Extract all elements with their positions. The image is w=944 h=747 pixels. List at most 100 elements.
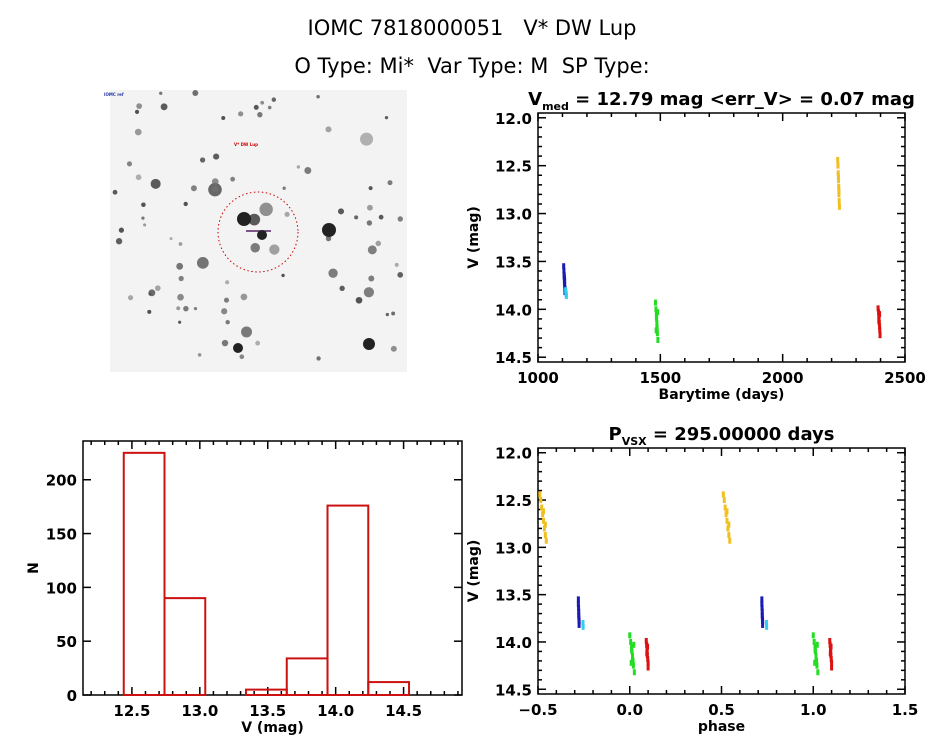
data-point xyxy=(765,623,769,630)
data-point xyxy=(828,638,832,645)
star-icon xyxy=(196,256,209,269)
star-icon xyxy=(316,94,320,99)
star-icon xyxy=(240,293,248,301)
data-point xyxy=(653,299,657,306)
star-icon xyxy=(154,285,161,291)
star-icon xyxy=(190,185,197,192)
data-point xyxy=(656,336,660,343)
star-icon xyxy=(296,165,301,169)
data-point xyxy=(581,623,585,630)
data-point xyxy=(837,198,841,205)
star-icon xyxy=(233,343,243,353)
star-icon xyxy=(363,338,375,350)
star-icon xyxy=(193,306,198,311)
histogram-bar xyxy=(122,451,166,696)
star-icon xyxy=(260,100,265,105)
data-point xyxy=(564,292,568,299)
data-point xyxy=(721,491,725,498)
star-icon xyxy=(183,305,189,312)
plot-frame xyxy=(537,112,906,363)
star-icon xyxy=(221,115,226,120)
x-axis-label: V (mag) xyxy=(241,720,304,736)
star-icon xyxy=(148,289,156,297)
star-icon xyxy=(143,223,147,227)
data-point xyxy=(761,621,765,628)
star-icon xyxy=(257,112,263,118)
x-tick-label: 13.5 xyxy=(249,702,286,720)
plot-title-main: V xyxy=(528,89,542,110)
star-icon xyxy=(134,109,140,114)
y-tick-label: 14.0 xyxy=(495,301,532,319)
data-point xyxy=(812,638,816,645)
data-point xyxy=(829,643,833,650)
data-point xyxy=(815,641,819,648)
data-point xyxy=(811,632,815,639)
data-point xyxy=(836,156,840,163)
data-point xyxy=(632,641,636,648)
star-icon xyxy=(115,238,123,245)
star-icon xyxy=(141,216,145,220)
data-point xyxy=(836,174,840,181)
target-circle xyxy=(217,191,299,273)
star-icon xyxy=(282,186,286,190)
star-icon xyxy=(325,126,332,133)
data-point xyxy=(726,525,730,532)
data-point xyxy=(727,532,731,539)
star-icon xyxy=(269,244,280,255)
data-point xyxy=(656,309,660,316)
y-axis-label: V (mag) xyxy=(466,540,482,603)
star-icon xyxy=(178,275,184,282)
data-point xyxy=(563,277,567,284)
star-icon xyxy=(136,103,143,110)
star-icon xyxy=(237,212,251,226)
star-icon xyxy=(118,227,124,233)
y-axis-label: N xyxy=(26,562,42,574)
data-point xyxy=(727,521,731,528)
data-point xyxy=(539,497,543,504)
x-tick-label: 1.5 xyxy=(892,701,919,719)
y-tick-label: 13.0 xyxy=(495,206,532,224)
thumbnail-label: IOMC ref xyxy=(104,92,124,97)
star-icon xyxy=(384,116,389,120)
star-icon xyxy=(147,309,152,314)
y-tick-label: 200 xyxy=(46,472,77,490)
star-icon xyxy=(257,230,267,240)
star-icon xyxy=(368,275,375,282)
x-axis-label: Barytime (days) xyxy=(659,387,785,403)
plot-title: PVSX = 295.00000 days xyxy=(609,424,835,448)
data-point xyxy=(542,508,546,515)
data-point xyxy=(646,664,650,671)
data-point xyxy=(628,632,632,639)
star-icon xyxy=(221,339,229,347)
histogram-bar xyxy=(367,681,411,696)
star-icon xyxy=(225,280,230,285)
y-tick-label: 13.0 xyxy=(495,539,532,557)
data-point xyxy=(577,621,581,628)
light-curve-plot: 1000 1500 2000 2500 12.0 12.5 13.0 13.5 14.0 14.5… xyxy=(466,89,926,403)
x-tick-label: 12.5 xyxy=(113,702,150,720)
star-icon xyxy=(397,216,403,222)
star-icon xyxy=(176,306,181,311)
data-point xyxy=(764,620,768,627)
star-icon xyxy=(367,245,377,255)
star-icon xyxy=(259,202,273,217)
data-point xyxy=(562,273,566,280)
star-icon xyxy=(211,185,219,192)
data-point xyxy=(654,306,658,313)
magnitude-histogram: 12.5 13.0 13.5 14.0 14.5 0 50 100 150 200 V (mag) N xyxy=(26,440,463,736)
data-point xyxy=(577,618,581,625)
star-icon xyxy=(224,297,230,303)
x-tick-label: 0.0 xyxy=(616,701,643,719)
data-point xyxy=(878,323,882,330)
star-icon xyxy=(141,202,146,208)
y-tick-label: 12.0 xyxy=(495,110,532,128)
y-tick-label: 100 xyxy=(46,579,77,597)
y-tick-label: 13.5 xyxy=(495,587,532,605)
star-icon xyxy=(127,295,134,301)
y-axis-label: V (mag) xyxy=(466,206,482,269)
data-point xyxy=(646,655,650,662)
star-icon xyxy=(391,311,396,316)
data-point xyxy=(725,508,729,515)
star-icon xyxy=(211,178,219,185)
x-tick-label: 1500 xyxy=(639,369,681,387)
